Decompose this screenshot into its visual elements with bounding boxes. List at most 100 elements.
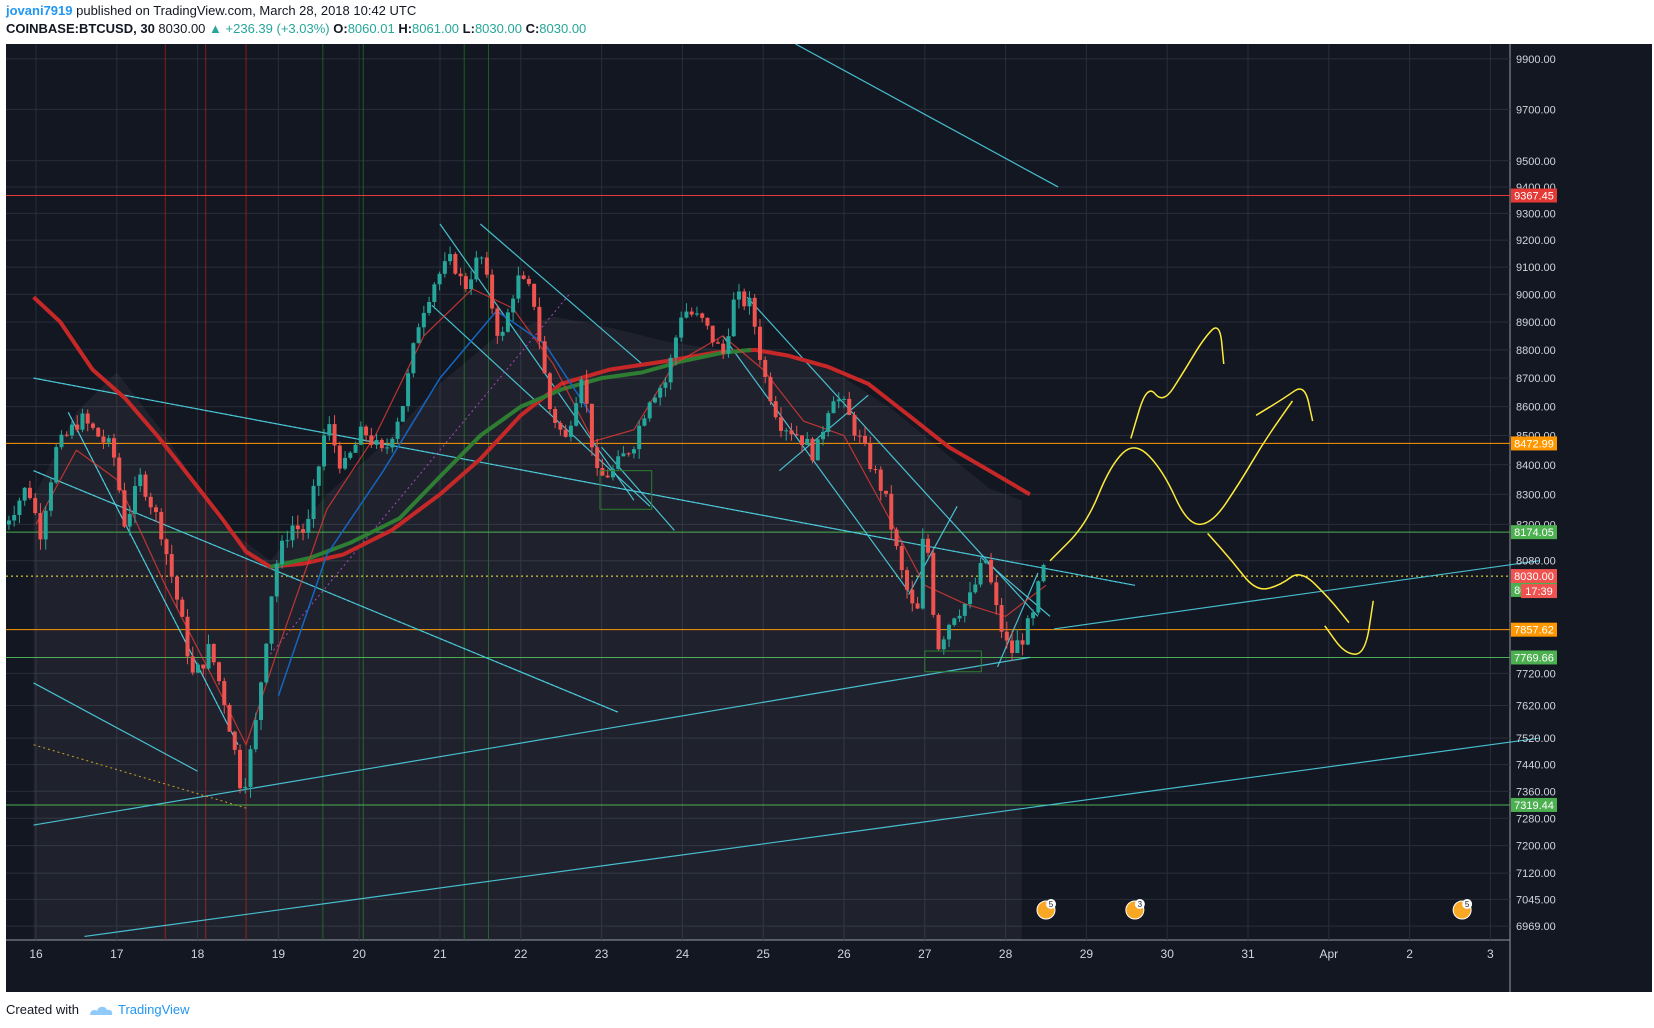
tradingview-logo-icon[interactable] [88, 1001, 114, 1019]
candle-body [1036, 581, 1041, 613]
candle-body [647, 402, 652, 419]
candle-body [511, 298, 516, 313]
forecast-line [1255, 388, 1314, 422]
price-tick-label: 7620.00 [1516, 701, 1556, 713]
price-tick-label: 9500.00 [1516, 156, 1556, 168]
time-tick-label: Apr [1319, 947, 1338, 961]
candle-body [59, 434, 64, 448]
candle-body [43, 510, 48, 540]
price-tick-label: 8300.00 [1516, 489, 1556, 501]
last-price: 8030.00 [158, 21, 206, 36]
candle-body [17, 500, 22, 515]
candle-body [474, 257, 479, 280]
time-tick-label: 26 [837, 947, 851, 961]
price-badge [1511, 797, 1557, 812]
candle-body [164, 539, 169, 555]
candle-body [694, 313, 699, 315]
price-chart[interactable]: 9900.009700.009500.009400.009300.009200.… [1, 43, 1652, 992]
candle-body [106, 438, 111, 443]
candle-body [563, 429, 568, 437]
plot-background[interactable] [6, 44, 1510, 992]
candle-body [458, 273, 463, 277]
candle-body [873, 469, 878, 471]
candle-body [295, 525, 300, 530]
event-count-bubble [1134, 899, 1145, 909]
event-markers[interactable]: 5 3 5 [1036, 899, 1473, 920]
candle-body [537, 306, 542, 342]
countdown-badge [1521, 584, 1557, 599]
candle-body [132, 486, 137, 515]
moving-average-green [269, 347, 752, 569]
symbol-label[interactable]: COINBASE:BTCUSD, 30 [6, 21, 155, 36]
time-tick-label: 27 [918, 947, 932, 961]
time-tick-label: 18 [191, 947, 205, 961]
trendline [1053, 560, 1539, 630]
candle-body [994, 582, 999, 606]
dotted-trendline [33, 744, 247, 809]
price-tick-label: 8900.00 [1516, 317, 1556, 329]
candle-body [989, 559, 994, 583]
candle-body [1031, 612, 1036, 619]
price-tick-label: 7045.00 [1516, 894, 1556, 906]
event-count-bubble [1462, 899, 1473, 909]
countdown-label: 17:39 [1525, 586, 1553, 598]
candle-body [264, 643, 269, 683]
time-axis-background[interactable] [6, 940, 1510, 992]
candle-body [448, 254, 453, 262]
candle-body [227, 704, 232, 732]
candle-body [80, 413, 85, 430]
candle-body [784, 430, 789, 432]
trendline [84, 737, 1539, 938]
forecast-line [1207, 532, 1350, 624]
candle-body [169, 554, 174, 577]
candle-body [316, 466, 321, 486]
moving-average-fast [35, 288, 1047, 747]
candle-body [353, 444, 358, 453]
candle-body [610, 468, 615, 478]
candle-body [574, 403, 579, 426]
time-tick-label: 28 [999, 947, 1013, 961]
candle-body [852, 415, 857, 436]
candle-body [663, 382, 668, 388]
trendline [722, 335, 910, 592]
candle-body [526, 278, 531, 284]
chart-header: jovani7919 published on TradingView.com,… [0, 0, 1654, 42]
candle-body [463, 276, 468, 290]
price-badge [1511, 188, 1557, 203]
candle-body [285, 540, 290, 542]
candle-body [736, 291, 741, 300]
price-tick-label: 8600.00 [1516, 402, 1556, 414]
candle-body [978, 563, 983, 585]
forecast-line [1324, 600, 1374, 655]
price-badge [1511, 650, 1557, 665]
trendline [33, 656, 1030, 826]
trendline [33, 682, 198, 772]
chart-area[interactable]: 9900.00 9700.00 9500.00 9400.00 9300.00 9200.… [1, 43, 1652, 992]
price-tick-label: 8700.00 [1516, 373, 1556, 385]
candle-body [484, 257, 489, 275]
forecast-drawing [1049, 327, 1374, 655]
price-tick-label: 9200.00 [1516, 235, 1556, 247]
candle-body [358, 426, 363, 445]
tradingview-link[interactable]: TradingView [118, 1002, 190, 1017]
candle-body [905, 570, 910, 590]
event-count-bubble [1046, 899, 1056, 909]
time-tick-label: 24 [676, 947, 690, 961]
candle-body [794, 434, 799, 436]
time-tick-label: 2 [1406, 947, 1413, 961]
author-link[interactable]: jovani7919 [6, 3, 73, 18]
price-tick-label: 7280.00 [1516, 813, 1556, 825]
session-markers [164, 44, 489, 940]
candle-body [96, 427, 101, 437]
trendline [480, 223, 643, 365]
candle-body [553, 409, 558, 423]
candle-body [642, 418, 647, 426]
candle-body [253, 720, 258, 750]
candle-body [763, 359, 768, 377]
candle-body [48, 482, 53, 511]
low-value: 8030.00 [474, 21, 522, 36]
candle-body [38, 513, 43, 540]
time-tick-label: 17 [110, 947, 124, 961]
candle-body [406, 373, 411, 407]
moving-average-red [32, 295, 1031, 569]
